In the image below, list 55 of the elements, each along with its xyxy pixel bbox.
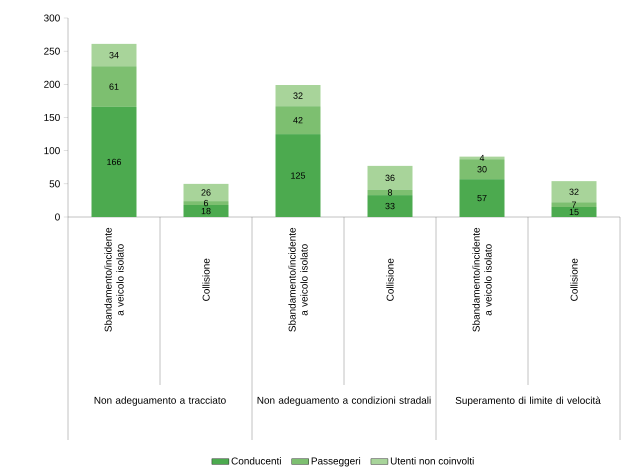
bar (92, 66, 136, 107)
bar (552, 202, 597, 208)
x-tick-label: Collisione (570, 258, 578, 301)
bar (460, 156, 505, 160)
data-label: 4 (480, 154, 484, 162)
data-label: 166 (107, 158, 122, 166)
data-label: 15 (570, 208, 579, 216)
bar (368, 190, 413, 196)
text: Superamento di limite di velocità (456, 396, 601, 406)
bar (276, 134, 321, 217)
data-label: 34 (109, 52, 119, 58)
text: Non adeguamento a tracciato (94, 396, 226, 406)
bar (276, 84, 321, 106)
data-label: 8 (388, 189, 392, 196)
data-label: 6 (204, 200, 208, 206)
data-label: 32 (293, 92, 303, 99)
x-tick-label: Collisione (202, 258, 210, 301)
data-label: 26 (201, 189, 211, 196)
x-tick-label: Collisione (386, 258, 394, 301)
bar (184, 205, 229, 217)
y-tick-label: 300 (44, 14, 60, 22)
data-label: 32 (569, 188, 579, 195)
bar (368, 195, 413, 217)
bar (184, 201, 229, 206)
bar (460, 179, 505, 217)
legend-label: Conducenti (232, 457, 281, 464)
y-tick-label: 100 (44, 147, 60, 154)
data-label: 18 (202, 208, 211, 214)
data-label: 7 (572, 202, 576, 208)
data-label: 61 (109, 83, 119, 90)
bar (552, 181, 597, 202)
y-tick-label: 50 (50, 180, 60, 188)
data-label: 36 (385, 174, 395, 182)
y-tick-label: 0 (55, 213, 60, 221)
x-tick-label: Sbandamento/incidente a veicolo isolato (104, 228, 124, 332)
bar (460, 159, 505, 180)
bar (92, 44, 136, 66)
data-label: 42 (293, 117, 303, 124)
data-label: 33 (385, 202, 395, 210)
bar (92, 106, 136, 217)
bar (552, 207, 597, 217)
x-tick-label: Sbandamento/incidente a veicolo isolato (472, 228, 492, 332)
x-tick-label: Sbandamento/incidente a veicolo isolato (288, 228, 308, 332)
bar (184, 184, 229, 202)
y-tick-label: 250 (44, 48, 60, 55)
legend-label: Passeggeri (312, 457, 360, 466)
bar (276, 106, 321, 134)
data-label: 30 (477, 166, 487, 172)
data-label: 125 (291, 172, 306, 179)
data-label: 57 (477, 194, 487, 202)
text: Non adeguamento a condizioni stradali (258, 396, 431, 406)
y-tick-label: 200 (44, 80, 60, 88)
bar (368, 166, 413, 190)
y-tick-label: 150 (44, 114, 60, 122)
legend-label: Utenti non coinvolti (390, 457, 474, 464)
